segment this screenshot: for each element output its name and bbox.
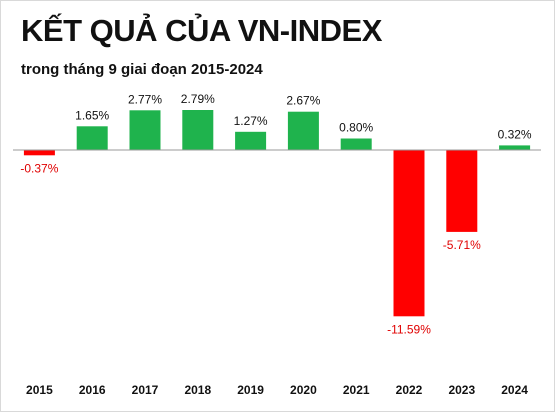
bar-2020 bbox=[287, 111, 319, 150]
data-label-2016: 1.65% bbox=[75, 108, 109, 122]
bar-2023 bbox=[446, 150, 478, 232]
x-tick-2024: 2024 bbox=[501, 383, 528, 397]
x-tick-2017: 2017 bbox=[132, 383, 159, 397]
data-label-2023: -5.71% bbox=[443, 238, 481, 252]
bar-2015 bbox=[23, 150, 55, 156]
data-label-2018: 2.79% bbox=[181, 92, 215, 106]
data-label-2021: 0.80% bbox=[339, 121, 373, 135]
bar-2022 bbox=[393, 150, 425, 317]
data-label-2015: -0.37% bbox=[20, 161, 58, 175]
bar-2021 bbox=[340, 138, 372, 150]
bar-2018 bbox=[182, 110, 214, 150]
x-tick-2019: 2019 bbox=[237, 383, 264, 397]
bar-2024 bbox=[499, 145, 531, 150]
bar-2017 bbox=[129, 110, 161, 150]
x-tick-2023: 2023 bbox=[448, 383, 475, 397]
x-tick-2015: 2015 bbox=[26, 383, 53, 397]
data-label-2020: 2.67% bbox=[286, 94, 320, 108]
bar-2016 bbox=[76, 126, 108, 150]
x-tick-2022: 2022 bbox=[396, 383, 423, 397]
x-tick-2021: 2021 bbox=[343, 383, 370, 397]
chart-subtitle: trong tháng 9 giai đoạn 2015-2024 bbox=[21, 61, 263, 78]
data-label-2019: 1.27% bbox=[234, 114, 268, 128]
x-tick-2018: 2018 bbox=[184, 383, 211, 397]
bar-2019 bbox=[235, 131, 267, 150]
x-tick-2016: 2016 bbox=[79, 383, 106, 397]
data-label-2024: 0.32% bbox=[498, 127, 532, 141]
x-tick-2020: 2020 bbox=[290, 383, 317, 397]
data-label-2017: 2.77% bbox=[128, 92, 162, 106]
chart-title: KẾT QUẢ CỦA VN-INDEX bbox=[21, 13, 382, 48]
data-label-2022: -11.59% bbox=[387, 322, 431, 336]
